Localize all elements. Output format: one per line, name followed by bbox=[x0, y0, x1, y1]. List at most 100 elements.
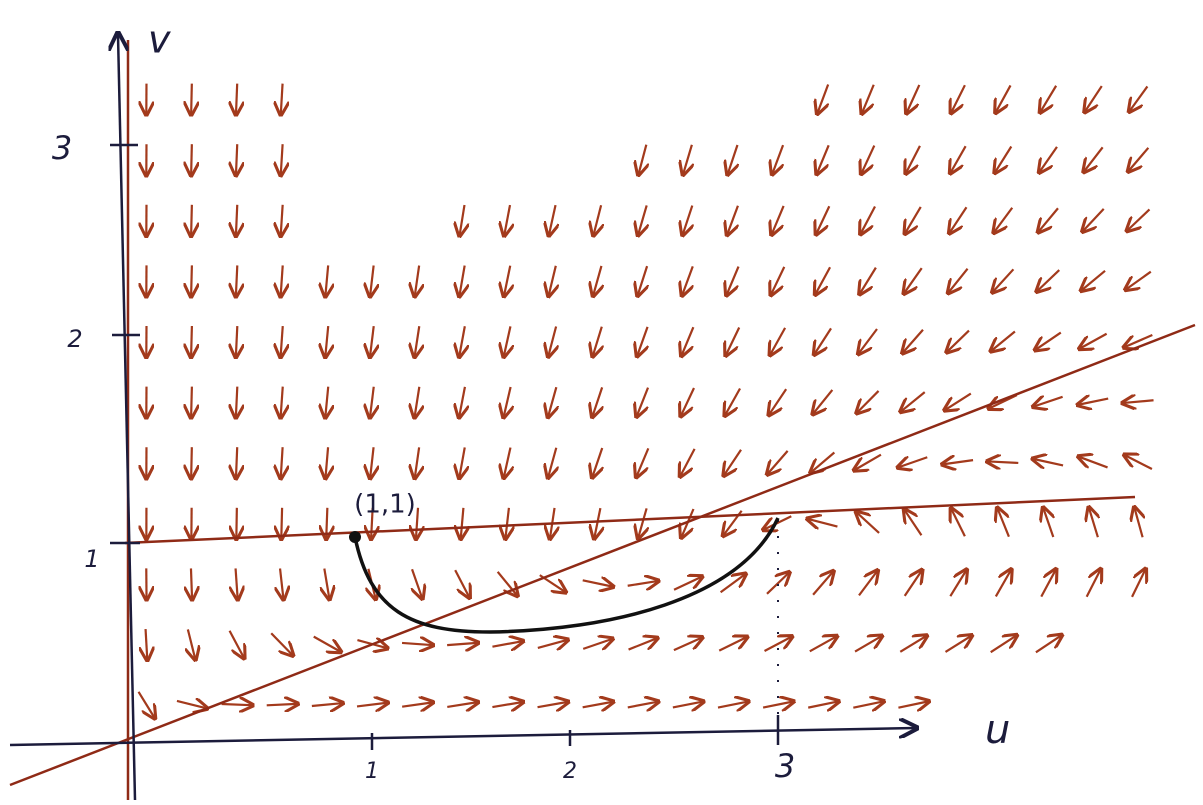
field-arrow bbox=[412, 568, 422, 597]
field-arrow bbox=[415, 326, 420, 356]
field-arrow bbox=[313, 635, 340, 652]
field-arrow bbox=[682, 265, 692, 294]
field-arrow bbox=[994, 570, 1011, 597]
field-arrow bbox=[673, 638, 701, 652]
field-arrow bbox=[191, 568, 192, 598]
field-arrow bbox=[996, 84, 1012, 111]
field-arrow bbox=[593, 265, 601, 295]
field-arrow bbox=[281, 144, 283, 174]
field-arrow bbox=[995, 145, 1013, 172]
field-arrow bbox=[236, 568, 238, 598]
field-arrow bbox=[281, 325, 283, 356]
field-arrow bbox=[281, 204, 283, 235]
field-arrow bbox=[682, 326, 695, 355]
field-arrow bbox=[593, 326, 602, 356]
field-arrow bbox=[858, 571, 877, 597]
field-arrow bbox=[1129, 147, 1150, 171]
field-arrow bbox=[460, 265, 465, 296]
field-arrow bbox=[771, 327, 787, 354]
field-arrow bbox=[718, 637, 746, 652]
field-arrow bbox=[370, 325, 374, 356]
field-arrow bbox=[949, 571, 966, 597]
start-point bbox=[349, 531, 361, 543]
field-arrow bbox=[1124, 400, 1154, 403]
field-arrow bbox=[719, 575, 745, 594]
field-arrow bbox=[998, 509, 1010, 538]
field-arrow bbox=[943, 460, 974, 464]
field-arrow bbox=[370, 386, 374, 417]
field-arrow bbox=[815, 327, 832, 353]
field-arrow bbox=[594, 507, 600, 537]
field-arrow bbox=[326, 447, 329, 477]
field-arrow bbox=[812, 572, 833, 596]
field-arrow bbox=[311, 703, 342, 706]
field-arrow bbox=[236, 325, 237, 356]
field-arrow bbox=[1034, 397, 1063, 407]
field-arrow bbox=[771, 266, 786, 294]
field-arrow bbox=[504, 386, 511, 416]
field-arrow bbox=[637, 447, 650, 476]
field-arrow bbox=[772, 205, 785, 234]
field-arrow bbox=[861, 206, 876, 234]
field-arrow bbox=[492, 641, 522, 646]
field-arrow bbox=[764, 637, 792, 652]
field-arrow bbox=[1082, 269, 1106, 290]
field-arrow bbox=[862, 145, 876, 173]
field-arrow bbox=[950, 206, 968, 232]
field-arrow bbox=[1034, 459, 1064, 465]
field-arrow bbox=[994, 207, 1014, 232]
field-arrow bbox=[594, 204, 601, 234]
v-tick-label: 3 bbox=[52, 129, 72, 167]
field-arrow bbox=[370, 447, 373, 477]
field-arrow bbox=[1035, 636, 1061, 654]
field-arrow bbox=[817, 144, 830, 173]
field-arrow bbox=[773, 144, 785, 173]
field-arrow bbox=[725, 387, 741, 415]
field-arrow bbox=[236, 83, 237, 114]
field-arrow bbox=[1085, 570, 1101, 598]
field-arrow bbox=[990, 636, 1016, 654]
field-arrow bbox=[764, 515, 792, 529]
field-arrow bbox=[899, 457, 928, 467]
field-arrow bbox=[401, 643, 432, 645]
field-arrow bbox=[952, 509, 966, 537]
field-arrow bbox=[899, 636, 926, 653]
field-arrow bbox=[1036, 331, 1062, 350]
field-arrow bbox=[768, 450, 789, 474]
field-arrow bbox=[638, 205, 646, 234]
field-arrow bbox=[270, 632, 292, 654]
field-arrow bbox=[447, 643, 477, 645]
field-arrow bbox=[1039, 207, 1059, 231]
field-arrow bbox=[637, 387, 650, 416]
nullcline-diagonal bbox=[9, 323, 1196, 787]
field-arrow bbox=[947, 329, 970, 352]
field-arrow bbox=[137, 691, 155, 718]
field-arrow bbox=[1083, 208, 1105, 231]
field-arrow bbox=[281, 447, 283, 477]
field-arrow bbox=[549, 326, 557, 355]
field-arrow bbox=[992, 330, 1016, 351]
ticks bbox=[110, 143, 780, 750]
v-axis bbox=[118, 35, 137, 801]
field-arrow bbox=[548, 447, 556, 477]
field-arrow bbox=[236, 507, 237, 538]
nullcline-horizontal bbox=[124, 495, 1136, 545]
field-arrow bbox=[903, 571, 922, 597]
v-label: v bbox=[148, 18, 171, 62]
field-arrow bbox=[816, 266, 832, 293]
field-arrow bbox=[370, 265, 373, 296]
field-arrow bbox=[459, 326, 464, 355]
field-arrow bbox=[582, 702, 613, 707]
field-arrow bbox=[146, 628, 148, 659]
field-arrow bbox=[762, 702, 792, 708]
field-arrow bbox=[903, 328, 924, 353]
field-arrow bbox=[1085, 85, 1103, 111]
field-arrow bbox=[221, 704, 252, 705]
field-arrow bbox=[855, 453, 882, 470]
field-arrow bbox=[504, 204, 510, 234]
field-arrow bbox=[1125, 455, 1153, 471]
field-arrow bbox=[415, 386, 420, 417]
field-arrow bbox=[673, 577, 701, 591]
field-arrow bbox=[460, 204, 465, 235]
field-arrow bbox=[638, 265, 647, 295]
